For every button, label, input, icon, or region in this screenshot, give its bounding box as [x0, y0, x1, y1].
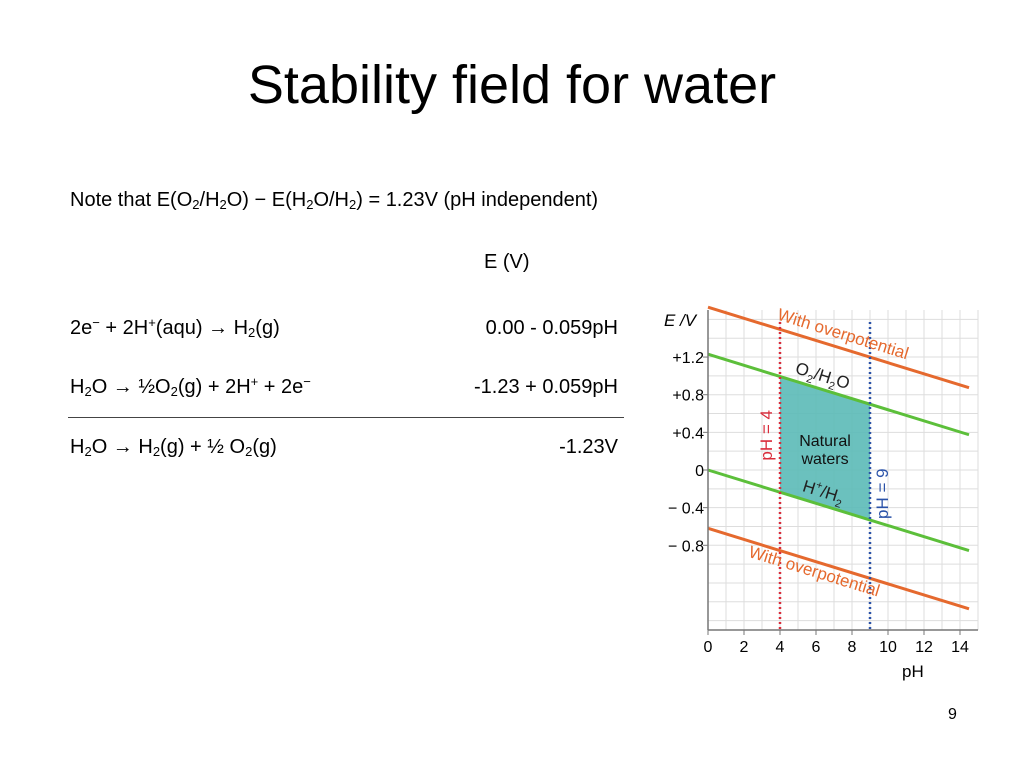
ph-reference-lines [778, 322, 872, 630]
y-tick-label: +0.4 [672, 425, 704, 442]
y-tick-label: +1.2 [672, 350, 704, 367]
eq-text: + 2H [99, 317, 149, 339]
region-label: waters [800, 451, 848, 468]
series-line [707, 352, 970, 437]
x-tick-label: 4 [776, 639, 785, 656]
overpotential-label-bottom: With overpotential [746, 542, 882, 600]
chart-axes [703, 310, 978, 635]
o2-h2o-label: O2/H2O [792, 359, 852, 397]
eq-text: (aqu) → H [155, 317, 249, 339]
note-text: ) = 1.23V (pH independent) [356, 189, 599, 211]
note-line: Note that E(O2/H2O) − E(H2O/H2) = 1.23V … [70, 186, 598, 214]
eq-text: H [70, 376, 85, 398]
eq-text: O → ½O [91, 376, 171, 398]
h-h2-label: H+/H2 [799, 476, 846, 511]
reaction-equation: H2O → ½O2(g) + 2H+ + 2e− [70, 373, 311, 401]
eq-superscript: + [250, 373, 259, 389]
reaction-potential: -1.23V [559, 436, 618, 458]
note-subscript: 2 [306, 197, 314, 213]
y-tick-label: +0.8 [672, 388, 704, 405]
eq-subscript: 2 [245, 444, 253, 460]
pourbaix-chart: 0 2 4 6 8 10 12 14 +1.2 +0.8 +0.4 0 − 0.4 − 0.8 E /V… [664, 305, 979, 681]
x-tick-label: 0 [704, 639, 713, 656]
y-axis-label: E /V [664, 311, 698, 330]
x-tick-label: 12 [915, 639, 933, 656]
note-subscript: 2 [192, 197, 200, 213]
eq-text: + 2e [258, 376, 304, 398]
region-label: Natural [799, 433, 851, 450]
x-axis-label: pH [902, 662, 924, 681]
note-subscript: 2 [349, 197, 357, 213]
x-tick-label: 2 [740, 639, 749, 656]
x-tick-labels: 0 2 4 6 8 10 12 14 [704, 639, 969, 656]
eq-superscript: − [92, 314, 100, 330]
eq-subscript: 2 [84, 444, 92, 460]
note-subscript: 2 [219, 197, 227, 213]
reaction-potential: 0.00 - 0.059pH [485, 317, 618, 339]
reaction-row: H2O → ½O2(g) + 2H+ + 2e− -1.23 + 0.059pH [70, 373, 630, 401]
chart-lines [707, 305, 970, 611]
ph9-label: pH = 9 [873, 468, 892, 519]
ph4-label: pH = 4 [757, 410, 776, 461]
eq-text: O → H [91, 436, 153, 458]
eq-subscript: 2 [84, 384, 92, 400]
eq-text: (g) + ½ O [160, 436, 246, 458]
eq-text: H [70, 436, 85, 458]
x-tick-label: 14 [951, 639, 969, 656]
eq-subscript: 2 [152, 444, 161, 460]
natural-waters-region [780, 376, 870, 520]
reaction-row: H2O → H2(g) + ½ O2(g) -1.23V [70, 433, 630, 461]
reaction-potential: -1.23 + 0.059pH [474, 376, 618, 398]
y-tick-label: − 0.8 [668, 538, 704, 555]
reaction-equation: H2O → H2(g) + ½ O2(g) [70, 433, 277, 461]
reaction-equation: 2e− + 2H+(aqu) → H2(g) [70, 314, 280, 342]
reaction-row: 2e− + 2H+(aqu) → H2(g) 0.00 - 0.059pH [70, 314, 630, 342]
eq-superscript: + [148, 314, 156, 330]
table-divider [68, 417, 624, 418]
eq-subscript: 2 [248, 325, 256, 341]
x-tick-label: 10 [879, 639, 897, 656]
note-text: /H [199, 189, 220, 211]
eq-text: (g) [252, 436, 277, 458]
series-line [707, 305, 970, 390]
y-tick-labels: +1.2 +0.8 +0.4 0 − 0.4 − 0.8 [668, 350, 704, 555]
page-number: 9 [948, 706, 957, 723]
eq-superscript: − [303, 373, 311, 389]
eq-text: (g) + 2H [177, 376, 251, 398]
x-tick-label: 6 [812, 639, 821, 656]
note-text: Note that E(O [70, 189, 193, 211]
eq-subscript: 2 [170, 384, 178, 400]
e-column-header: E (V) [484, 251, 530, 273]
note-text: O/H [313, 189, 349, 211]
slide-title: Stability field for water [247, 55, 777, 115]
eq-text: 2e [70, 317, 93, 339]
note-text: O) − E(H [226, 189, 307, 211]
y-tick-label: − 0.4 [668, 501, 704, 518]
y-tick-label: 0 [695, 463, 704, 480]
eq-text: (g) [255, 317, 280, 339]
x-tick-label: 8 [848, 639, 857, 656]
series-line [707, 526, 970, 611]
series-line [707, 468, 970, 552]
